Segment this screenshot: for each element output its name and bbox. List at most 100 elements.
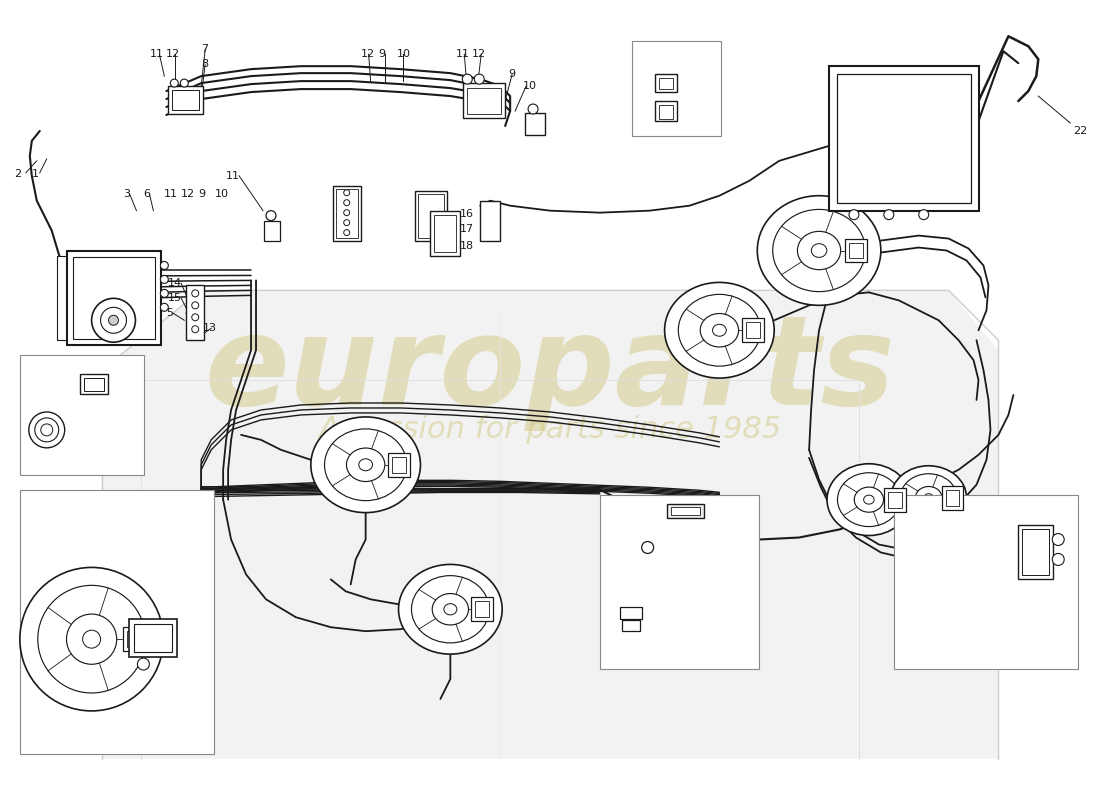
Bar	[746, 322, 759, 338]
Ellipse shape	[891, 466, 967, 530]
Circle shape	[170, 79, 178, 87]
Bar	[84, 378, 103, 391]
Bar	[134, 624, 173, 652]
Bar	[1022, 529, 1049, 575]
Polygon shape	[101, 290, 999, 758]
Text: 11: 11	[227, 170, 240, 181]
Text: 9: 9	[378, 50, 386, 59]
Bar	[392, 457, 406, 473]
Bar	[388, 453, 409, 477]
Bar	[671, 506, 701, 514]
Ellipse shape	[20, 567, 163, 711]
Text: 4: 4	[185, 308, 191, 318]
Circle shape	[343, 200, 350, 206]
Text: 16: 16	[460, 209, 474, 218]
Text: 5: 5	[693, 635, 700, 645]
Text: 24: 24	[67, 358, 81, 368]
Bar	[168, 86, 204, 114]
Bar	[336, 189, 358, 238]
Text: 6: 6	[143, 189, 151, 198]
Text: 11: 11	[150, 50, 164, 59]
Ellipse shape	[900, 474, 957, 522]
Ellipse shape	[432, 594, 469, 625]
Circle shape	[91, 298, 135, 342]
Text: 7: 7	[201, 44, 208, 54]
Text: 22: 22	[1074, 126, 1088, 136]
Bar	[434, 214, 456, 251]
Ellipse shape	[664, 282, 774, 378]
Circle shape	[849, 210, 859, 220]
Ellipse shape	[324, 429, 407, 501]
Ellipse shape	[82, 630, 100, 648]
Circle shape	[343, 190, 350, 196]
Bar	[20, 490, 214, 754]
Ellipse shape	[37, 586, 145, 693]
Bar	[57, 255, 67, 340]
Circle shape	[191, 326, 199, 333]
Circle shape	[161, 290, 168, 298]
Circle shape	[266, 210, 276, 221]
Text: 14: 14	[167, 278, 182, 289]
Circle shape	[883, 210, 894, 220]
Circle shape	[191, 314, 199, 321]
Bar	[600, 494, 759, 669]
Ellipse shape	[798, 231, 840, 270]
Circle shape	[1053, 534, 1064, 546]
Circle shape	[41, 424, 53, 436]
Bar	[619, 607, 641, 619]
Text: 2: 2	[14, 169, 21, 179]
Text: 20: 20	[710, 649, 724, 659]
Bar	[73, 257, 155, 339]
Text: 23: 23	[1042, 649, 1055, 659]
Bar	[654, 74, 676, 92]
Bar	[654, 101, 676, 121]
Bar	[20, 355, 144, 474]
Text: 25: 25	[609, 607, 624, 618]
Text: 25: 25	[651, 50, 666, 59]
Text: 25: 25	[22, 428, 36, 438]
Text: 17: 17	[460, 224, 474, 234]
Text: 18: 18	[460, 241, 474, 250]
Text: 12: 12	[165, 50, 179, 59]
Ellipse shape	[772, 210, 866, 292]
Ellipse shape	[812, 244, 827, 258]
Bar	[845, 238, 867, 262]
Bar	[894, 494, 1078, 669]
Text: 11: 11	[163, 189, 177, 198]
Text: 26: 26	[1059, 649, 1074, 659]
Text: 13: 13	[204, 323, 217, 334]
Circle shape	[29, 412, 65, 448]
Text: 24: 24	[672, 50, 685, 59]
Bar	[123, 627, 145, 651]
Text: 8: 8	[201, 59, 208, 69]
Ellipse shape	[701, 314, 738, 347]
Ellipse shape	[346, 448, 385, 482]
Ellipse shape	[311, 417, 420, 513]
Text: 12: 12	[472, 50, 486, 59]
Text: 6: 6	[693, 619, 700, 630]
Text: 12: 12	[361, 50, 375, 59]
Text: 10: 10	[524, 81, 537, 91]
Bar	[631, 42, 722, 136]
Circle shape	[474, 74, 484, 84]
Circle shape	[161, 275, 168, 283]
Circle shape	[100, 307, 126, 334]
Bar	[667, 504, 704, 518]
Circle shape	[191, 290, 199, 297]
Ellipse shape	[837, 473, 900, 526]
Circle shape	[1053, 554, 1064, 566]
Bar	[463, 83, 505, 118]
Circle shape	[528, 104, 538, 114]
Text: 1: 1	[32, 169, 39, 179]
Bar	[837, 74, 970, 202]
Bar	[333, 186, 361, 241]
Bar	[888, 492, 902, 508]
Circle shape	[191, 302, 199, 309]
Circle shape	[343, 230, 350, 235]
Bar	[130, 619, 177, 657]
Circle shape	[161, 303, 168, 311]
Bar	[475, 602, 488, 618]
Ellipse shape	[398, 565, 503, 654]
Bar	[525, 113, 544, 135]
Bar	[481, 201, 500, 241]
